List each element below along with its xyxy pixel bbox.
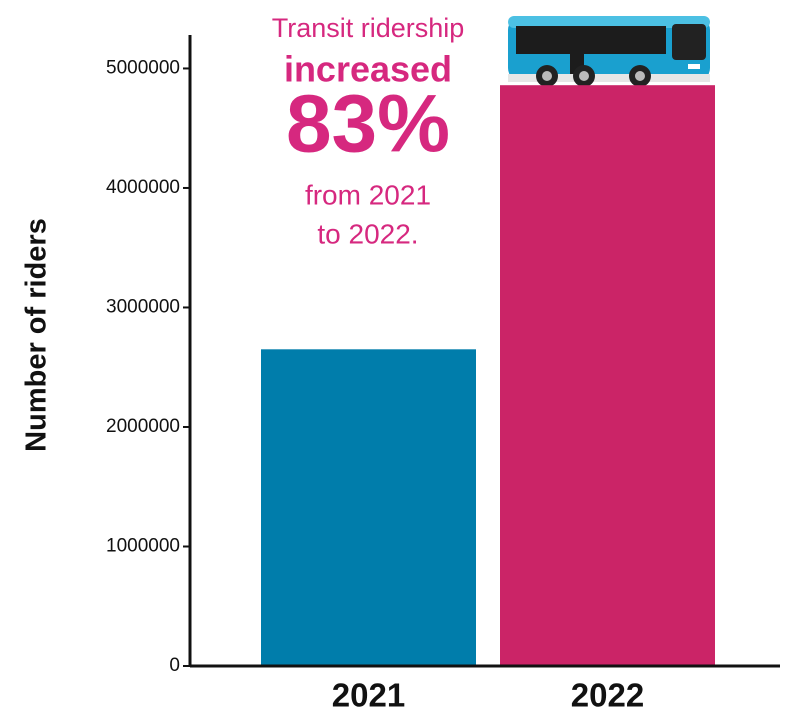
annotation-line: 83% (286, 79, 450, 170)
bar (261, 349, 476, 666)
y-axis-label: Number of riders (21, 218, 53, 452)
y-tick-label: 4000000 (106, 177, 180, 198)
annotation-line: increased (284, 49, 452, 90)
x-tick-label: 2021 (332, 677, 405, 714)
y-tick-label: 2000000 (106, 416, 180, 437)
y-tick-label: 1000000 (106, 536, 180, 557)
bar (500, 85, 715, 667)
y-tick-label: 0 (169, 655, 180, 676)
y-tick-label: 5000000 (106, 57, 180, 78)
annotation-line: to 2022. (317, 218, 418, 249)
x-tick-label: 2022 (571, 677, 644, 714)
y-tick-label: 3000000 (106, 296, 180, 317)
bus-icon (508, 16, 710, 87)
annotation-line: Transit ridership (272, 13, 465, 43)
annotation-line: from 2021 (305, 179, 431, 210)
